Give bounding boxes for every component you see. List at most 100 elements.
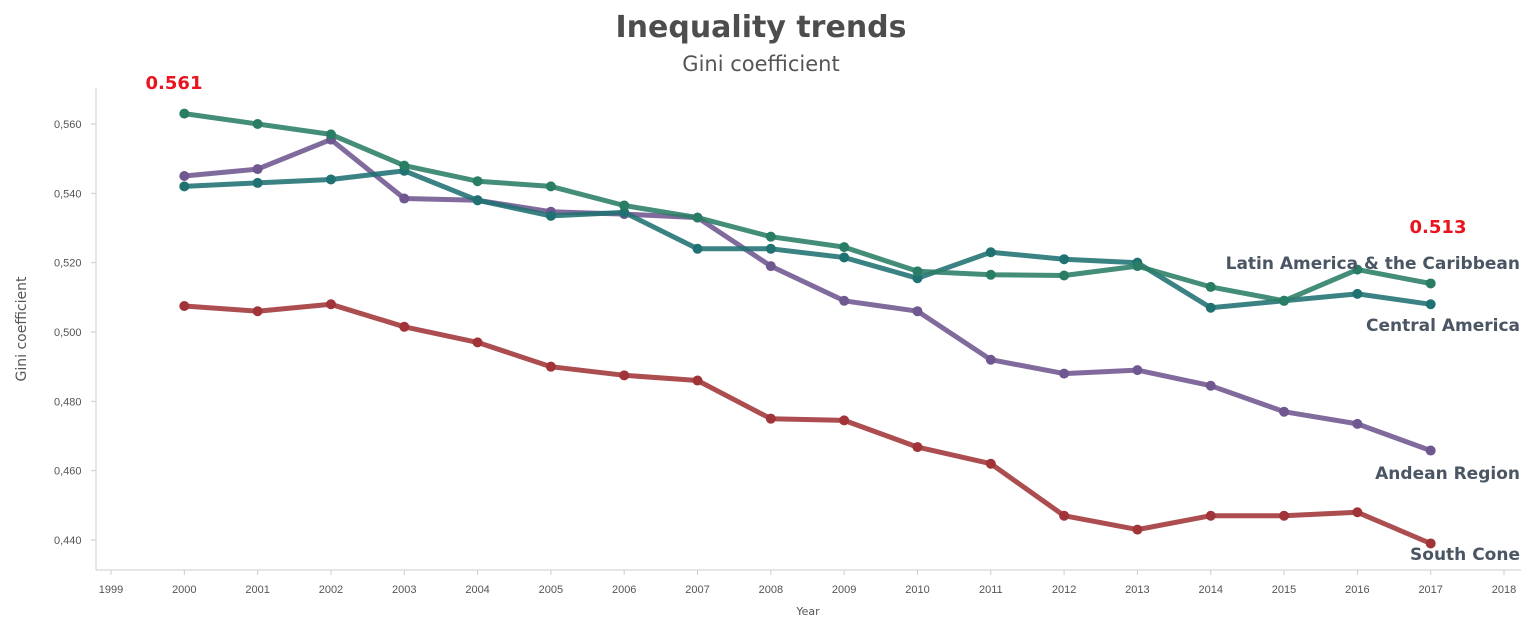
annotations: 0.561 0.513 [146, 73, 1467, 238]
series-label-latin_america: Latin America & the Caribbean [1226, 254, 1520, 274]
x-tick-label: 2008 [759, 584, 783, 596]
data-point-latin_america [545, 181, 556, 192]
x-tick-label: 2004 [465, 584, 489, 596]
data-point-central_america [1205, 302, 1216, 313]
y-tick-label: 0,540 [54, 188, 82, 200]
data-point-latin_america [1279, 295, 1290, 306]
y-axis-title: Gini coefficient [14, 276, 30, 381]
x-tick-label: 2015 [1272, 584, 1296, 596]
x-tick-label: 2011 [979, 584, 1003, 596]
x-tick-label: 2018 [1492, 584, 1516, 596]
y-tick-label: 0,520 [54, 258, 82, 270]
value-annotation: 0.561 [146, 73, 203, 94]
data-point-andean_region [1059, 368, 1070, 379]
series-line-latin_america [181, 111, 1434, 304]
data-point-south_cone [839, 415, 850, 426]
data-point-central_america [325, 174, 336, 185]
data-point-south_cone [472, 337, 483, 348]
chart-title: Inequality trends [615, 10, 906, 45]
data-point-andean_region [252, 164, 263, 175]
x-tick-label: 2005 [539, 584, 563, 596]
data-point-latin_america [179, 108, 190, 119]
data-point-south_cone [325, 299, 336, 310]
series-label-central_america: Central America [1366, 316, 1520, 336]
y-axis: 0,440 0,460 0,480 0,500 0,520 0,540 0,560 [54, 88, 97, 570]
x-tick-label: 2009 [832, 584, 856, 596]
data-point-latin_america [1352, 264, 1363, 275]
data-point-south_cone [765, 413, 776, 424]
y-tick-label: 0,500 [54, 327, 82, 339]
series-line-andean_region [181, 137, 1434, 454]
x-axis-title: Year [795, 605, 820, 617]
x-tick-label: 2000 [172, 584, 196, 596]
data-point-south_cone [1352, 507, 1363, 518]
data-point-south_cone [1205, 510, 1216, 521]
series-line-central_america [181, 168, 1434, 311]
data-point-latin_america [1205, 281, 1216, 292]
series-lines [181, 111, 1434, 546]
data-point-central_america [545, 210, 556, 221]
data-point-latin_america [1425, 278, 1436, 289]
data-point-south_cone [252, 306, 263, 317]
series-label-south_cone: South Cone [1410, 545, 1520, 565]
x-tick-label: 2006 [612, 584, 636, 596]
x-tick-label: 2014 [1198, 584, 1222, 596]
data-point-latin_america [619, 200, 630, 211]
x-tick-label: 1999 [99, 584, 123, 596]
x-tick-label: 2001 [245, 584, 269, 596]
y-tick-label: 0,460 [54, 466, 82, 478]
data-point-latin_america [985, 269, 996, 280]
data-point-latin_america [399, 160, 410, 171]
data-point-latin_america [692, 212, 703, 223]
data-point-latin_america [1059, 270, 1070, 281]
data-point-south_cone [1279, 510, 1290, 521]
x-tick-label: 2003 [392, 584, 416, 596]
data-point-latin_america [472, 176, 483, 187]
data-point-andean_region [179, 171, 190, 181]
data-point-south_cone [1059, 510, 1070, 521]
data-point-central_america [1425, 299, 1436, 310]
data-point-central_america [1059, 254, 1070, 265]
data-point-andean_region [1352, 418, 1363, 429]
data-point-central_america [985, 247, 996, 258]
data-point-andean_region [912, 306, 923, 317]
data-point-central_america [179, 181, 190, 192]
data-point-latin_america [912, 266, 923, 277]
data-point-south_cone [399, 321, 410, 332]
data-point-south_cone [985, 458, 996, 469]
data-point-central_america [619, 207, 630, 218]
data-point-central_america [839, 252, 850, 263]
chart-subtitle: Gini coefficient [682, 52, 839, 76]
data-point-south_cone [912, 442, 923, 453]
data-point-central_america [252, 177, 263, 188]
data-point-latin_america [839, 242, 850, 253]
y-tick-label: 0,440 [54, 535, 82, 547]
data-point-andean_region [1279, 406, 1290, 417]
data-point-andean_region [1205, 380, 1216, 391]
x-tick-label: 2013 [1125, 584, 1149, 596]
x-tick-label: 2017 [1418, 584, 1442, 596]
series-label-andean_region: Andean Region [1375, 464, 1520, 484]
data-point-central_america [692, 243, 703, 254]
data-point-andean_region [1132, 365, 1143, 376]
data-point-andean_region [985, 354, 996, 365]
data-point-south_cone [619, 370, 630, 381]
y-tick-label: 0,560 [54, 119, 82, 131]
x-tick-label: 2012 [1052, 584, 1076, 596]
series-points [179, 108, 1436, 549]
value-annotation: 0.513 [1410, 217, 1467, 238]
data-point-south_cone [179, 301, 190, 311]
series-line-south_cone [181, 301, 1434, 546]
data-point-south_cone [545, 361, 556, 372]
data-point-central_america [765, 243, 776, 254]
data-point-south_cone [1132, 524, 1143, 535]
data-point-andean_region [1425, 445, 1436, 456]
data-point-andean_region [765, 261, 776, 272]
data-point-south_cone [1425, 538, 1436, 549]
x-tick-label: 2007 [685, 584, 709, 596]
data-point-latin_america [1132, 261, 1143, 272]
x-tick-label: 2010 [905, 584, 929, 596]
series-labels: Latin America & the Caribbean Central Ame… [1226, 254, 1520, 565]
data-point-latin_america [252, 119, 263, 129]
data-point-central_america [472, 195, 483, 206]
